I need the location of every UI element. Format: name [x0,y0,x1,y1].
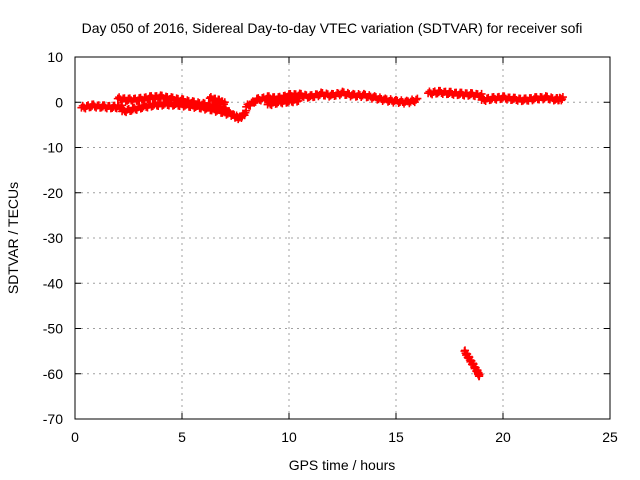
y-axis-label: SDTVAR / TECUs [5,182,21,294]
y-tick-label: -30 [43,230,63,246]
data-segment [77,100,127,113]
y-tick-label: 10 [47,49,63,65]
data-point [225,108,234,117]
data-point [558,93,567,102]
y-tick-label: -10 [43,140,63,156]
data-segment [424,86,486,101]
data-segment [263,94,304,110]
data-point [412,95,421,104]
data-point [413,94,422,103]
x-tick-label: 5 [178,429,186,445]
x-axis-label: GPS time / hours [289,457,396,473]
plot-frame [74,56,611,420]
data-point [295,94,304,103]
y-tick-label: -60 [43,366,63,382]
x-tick-label: 20 [495,429,511,445]
y-tick-label: -20 [43,185,63,201]
data-point [475,370,484,379]
axis-ticks: 0 5 10 15 20 25 -70 -60 -50 -40 -30 -20 -10 0 10 [43,49,618,445]
data-point [220,98,229,107]
data-segment [118,98,234,119]
y-tick-label: 0 [55,94,63,110]
data-segment [460,346,484,381]
y-tick-label: -40 [43,275,63,291]
x-tick-label: 10 [281,429,297,445]
x-tick-label: 0 [71,429,79,445]
x-tick-label: 25 [602,429,618,445]
data-segment [477,92,567,106]
data-point [223,109,232,118]
chart-title: Day 050 of 2016, Sidereal Day-to-day VTE… [82,20,583,36]
x-tick-label: 15 [388,429,404,445]
data-segment [205,92,229,109]
series-points [77,86,567,381]
y-tick-label: -70 [43,411,63,427]
grid-lines [75,57,610,419]
y-tick-label: -50 [43,321,63,337]
